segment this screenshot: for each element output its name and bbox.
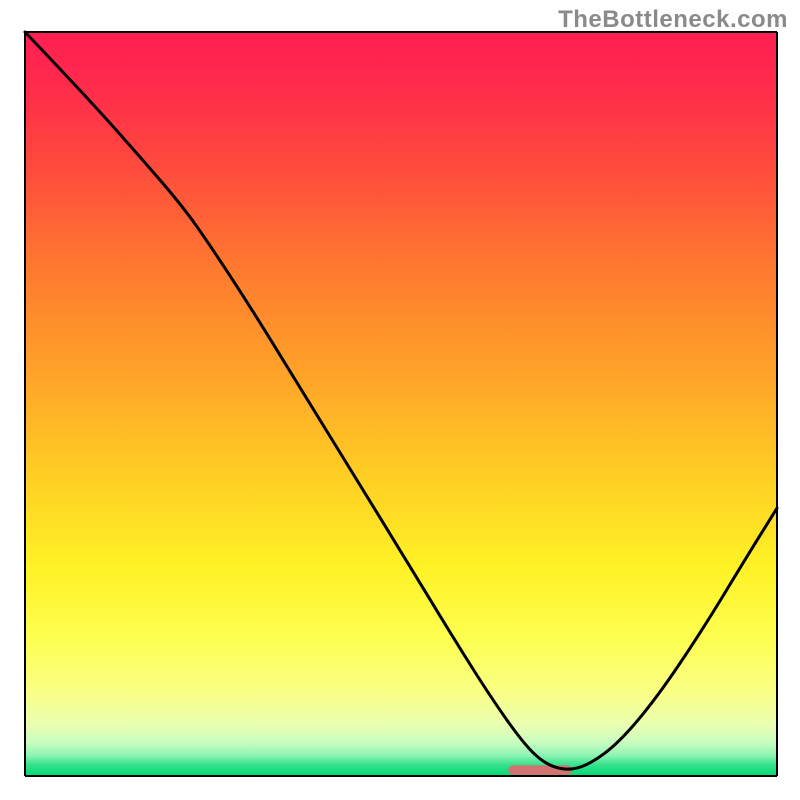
bottleneck-chart [0,0,800,800]
chart-container: TheBottleneck.com [0,0,800,800]
plot-background [25,32,777,776]
